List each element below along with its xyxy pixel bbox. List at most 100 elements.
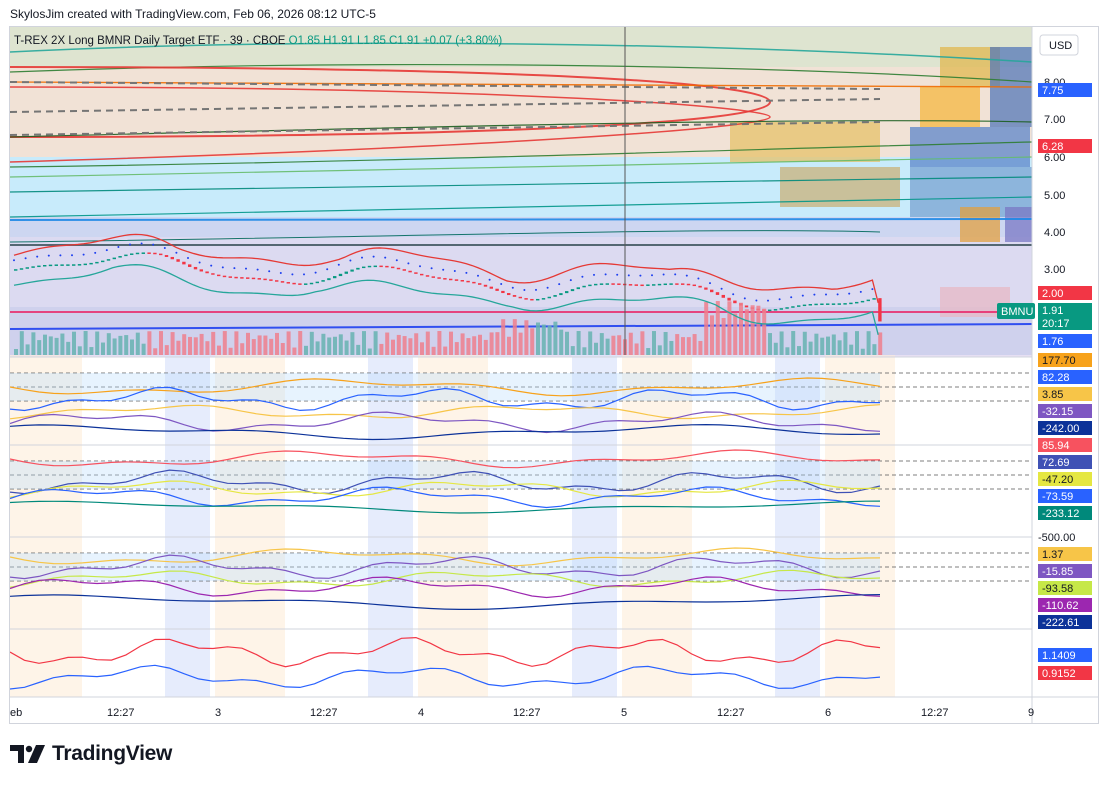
volume-bar [547,325,552,355]
volume-bar [19,331,24,355]
volume-bar [414,333,419,355]
candle [396,267,401,270]
candle [48,264,53,267]
price-tick: 3.00 [1044,264,1065,276]
candle [657,283,662,286]
psar-dot [755,299,758,302]
pane2-badge-bg [1038,438,1092,452]
volume-bar [391,339,395,355]
candle [779,308,783,310]
candle [246,277,250,279]
pane1-badge-bg [1038,404,1092,418]
volume-bar [188,336,192,355]
candle [512,295,517,297]
psar-dot [732,293,735,296]
volume-bar [878,332,883,355]
chart-credit: SkylosJim created with TradingView.com, … [10,7,376,21]
candle [193,266,198,270]
psar-dot [685,274,688,277]
time-tick: 3 [215,707,221,719]
volume-bar [304,345,308,355]
volume-bar [704,301,709,355]
volume-bar [536,322,540,355]
candle [373,265,377,268]
volume-bar [222,331,227,355]
candle [704,287,708,290]
volume-bar [710,315,714,355]
pane3-badge-bg [1038,547,1092,561]
psar-dot [221,266,224,269]
candle [431,276,435,278]
volume-bar [594,342,598,355]
candle [95,261,99,264]
psar-dot [210,264,213,267]
volume-bar [147,331,152,355]
symbol-interval: 39 [229,35,243,47]
pane2-badge-bg [1038,506,1092,520]
chart-frame[interactable]: USD8.007.006.005.004.003.0007.756.282.00… [9,26,1099,724]
psar-dot [419,265,421,268]
channel-line-6 [10,141,1033,168]
time-tick: 5 [621,707,627,719]
chart-canvas[interactable]: USD8.007.006.005.004.003.0007.756.282.00… [10,27,1099,724]
volume-bar [860,348,865,355]
volume-bar [286,331,291,355]
candle [797,305,801,307]
volume-bar [170,332,175,355]
candle [878,298,882,322]
ohlc-values: O1.85 H1.91 L1.85 C1.91 +0.07 (+3.80%) [288,35,503,47]
candle [594,283,598,286]
volume-bar [275,332,279,355]
price-badge: 1.91 [1042,305,1063,317]
profile-box-8 [1005,207,1032,242]
psar-dot [767,299,769,302]
volume-bar [646,348,651,355]
candle [681,283,685,285]
candle [257,278,261,280]
volume-bar [605,338,610,355]
indicator-line [10,423,881,441]
candle [350,269,354,272]
currency-button[interactable] [1039,34,1079,56]
volume-bar [570,346,575,355]
psar-dot [372,255,375,258]
pane2-badge: 85.94 [1042,440,1070,452]
volume-bar [715,301,720,355]
volume-bar [292,347,297,355]
candle [304,283,308,285]
volume-bar [350,332,355,355]
symbol-legend[interactable]: T-REX 2X Long BMNR Daily Target ETF · 39… [14,35,503,47]
psar-dot [245,267,247,270]
volume-bar [843,332,848,355]
candle [501,290,505,294]
psar-dot [175,251,178,254]
volume-bar [663,331,668,355]
volume-bar [217,345,221,355]
volume-bar [176,340,181,355]
psar-dot [871,288,874,291]
channel-line-10 [10,230,881,243]
tradingview-logo[interactable]: TradingView [10,742,172,766]
pane1-badge-bg [1038,387,1092,401]
candle [135,252,140,255]
volume-bar [512,319,517,355]
price-tick: 7.00 [1044,114,1065,126]
volume-bar [257,335,262,355]
volume-bar [211,331,216,355]
candle [489,286,493,289]
indicator-line [10,636,881,668]
psar-dot [314,271,317,274]
time-tick: 12:27 [921,707,949,719]
time-tick: 12:27 [717,707,745,719]
pane4-badge-bg [1038,666,1092,680]
pane3-badge: -15.85 [1042,566,1073,578]
psar-dot [279,272,282,275]
symbol-exchange: CBOE [252,35,286,47]
psar-dot [303,273,305,276]
candle [628,284,633,286]
channel-line-11 [10,218,1033,221]
volume-bar [205,341,210,355]
volume-bar [89,347,94,355]
candle [866,299,870,302]
volume-bar [855,331,859,355]
